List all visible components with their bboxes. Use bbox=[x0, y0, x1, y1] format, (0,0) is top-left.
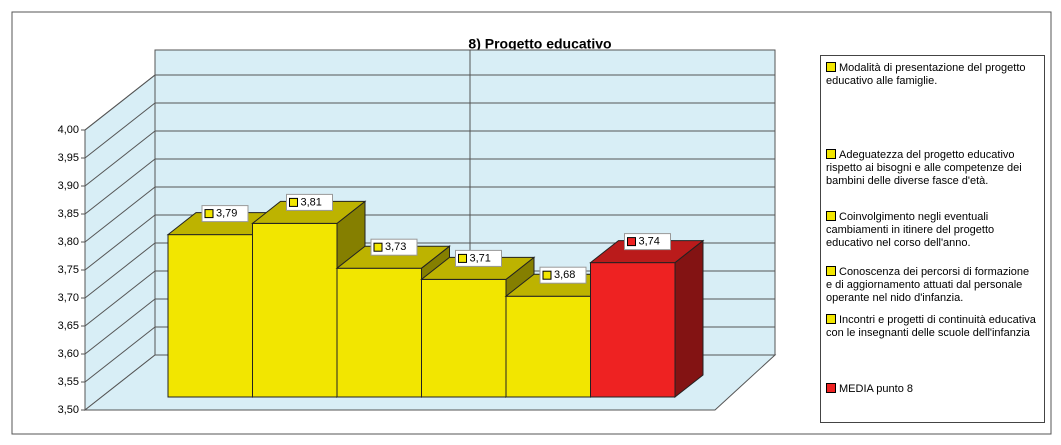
value-label-key bbox=[542, 270, 552, 280]
bar-side bbox=[674, 239, 704, 399]
legend: Modalità di presentazione del progetto e… bbox=[820, 55, 1045, 423]
bar bbox=[505, 295, 591, 398]
grid-line bbox=[84, 130, 156, 187]
y-tick-label: 4,00 bbox=[58, 124, 79, 136]
value-label: 3,68 bbox=[554, 269, 575, 281]
value-label: 3,73 bbox=[385, 241, 406, 253]
bar bbox=[252, 222, 338, 398]
bar-top bbox=[335, 245, 451, 269]
legend-swatch bbox=[826, 266, 836, 276]
value-label: 3,81 bbox=[301, 196, 322, 208]
value-label-key bbox=[289, 197, 298, 207]
value-label-key bbox=[458, 253, 467, 263]
bar-top bbox=[589, 240, 705, 264]
bar bbox=[421, 278, 507, 398]
legend-label: Conoscenza dei percorsi di formazione e … bbox=[826, 266, 1030, 304]
y-tick-label: 3,75 bbox=[58, 264, 79, 276]
grid-line bbox=[84, 214, 156, 271]
grid-line bbox=[84, 102, 156, 159]
grid-line bbox=[84, 326, 156, 383]
grid-line bbox=[84, 270, 156, 327]
legend-label: Modalità di presentazione del progetto e… bbox=[826, 62, 1026, 87]
value-label-key bbox=[373, 242, 383, 252]
legend-label: Incontri e progetti di continuità educat… bbox=[826, 314, 1036, 339]
y-tick-label: 3,55 bbox=[58, 376, 79, 388]
y-tick-label: 3,90 bbox=[58, 180, 79, 192]
legend-swatch bbox=[826, 62, 836, 72]
value-label: 3,79 bbox=[216, 208, 237, 220]
legend-item: Coinvolgimento negli eventuali cambiamen… bbox=[826, 211, 1038, 250]
bar-top bbox=[420, 256, 536, 280]
grid-line bbox=[84, 74, 156, 131]
legend-item: Modalità di presentazione del progetto e… bbox=[826, 62, 1038, 88]
y-tick-label: 3,85 bbox=[58, 208, 79, 220]
legend-label: MEDIA punto 8 bbox=[839, 383, 913, 395]
grid-line bbox=[84, 158, 156, 215]
y-tick-label: 3,95 bbox=[58, 152, 79, 164]
y-tick-label: 3,80 bbox=[58, 236, 79, 248]
y-tick-label: 3,60 bbox=[58, 348, 79, 360]
value-label-key bbox=[204, 209, 214, 219]
grid-line bbox=[84, 298, 156, 355]
legend-label: Adeguatezza del progetto educativo rispe… bbox=[826, 149, 1022, 187]
legend-item: Conoscenza dei percorsi di formazione e … bbox=[826, 266, 1038, 305]
y-tick-label: 3,70 bbox=[58, 292, 79, 304]
y-tick-label: 3,65 bbox=[58, 320, 79, 332]
legend-item: MEDIA punto 8 bbox=[826, 383, 1038, 396]
bar bbox=[590, 262, 676, 398]
bar bbox=[336, 267, 422, 398]
y-tick-label: 3,50 bbox=[58, 404, 79, 416]
legend-label: Coinvolgimento negli eventuali cambiamen… bbox=[826, 211, 995, 249]
legend-item: Adeguatezza del progetto educativo rispe… bbox=[826, 149, 1038, 188]
value-label-key bbox=[627, 237, 636, 247]
bar bbox=[167, 234, 253, 398]
grid-line bbox=[84, 186, 156, 243]
bar-top bbox=[251, 200, 367, 224]
chart-title: 8) Progetto educativo bbox=[468, 36, 611, 52]
value-label: 3,74 bbox=[639, 236, 660, 248]
legend-swatch bbox=[826, 314, 836, 324]
legend-item: Incontri e progetti di continuità educat… bbox=[826, 314, 1038, 340]
grid-line bbox=[84, 242, 156, 299]
value-label: 3,71 bbox=[470, 252, 491, 264]
legend-swatch bbox=[826, 383, 836, 393]
legend-swatch bbox=[826, 149, 836, 159]
legend-swatch bbox=[826, 211, 836, 221]
